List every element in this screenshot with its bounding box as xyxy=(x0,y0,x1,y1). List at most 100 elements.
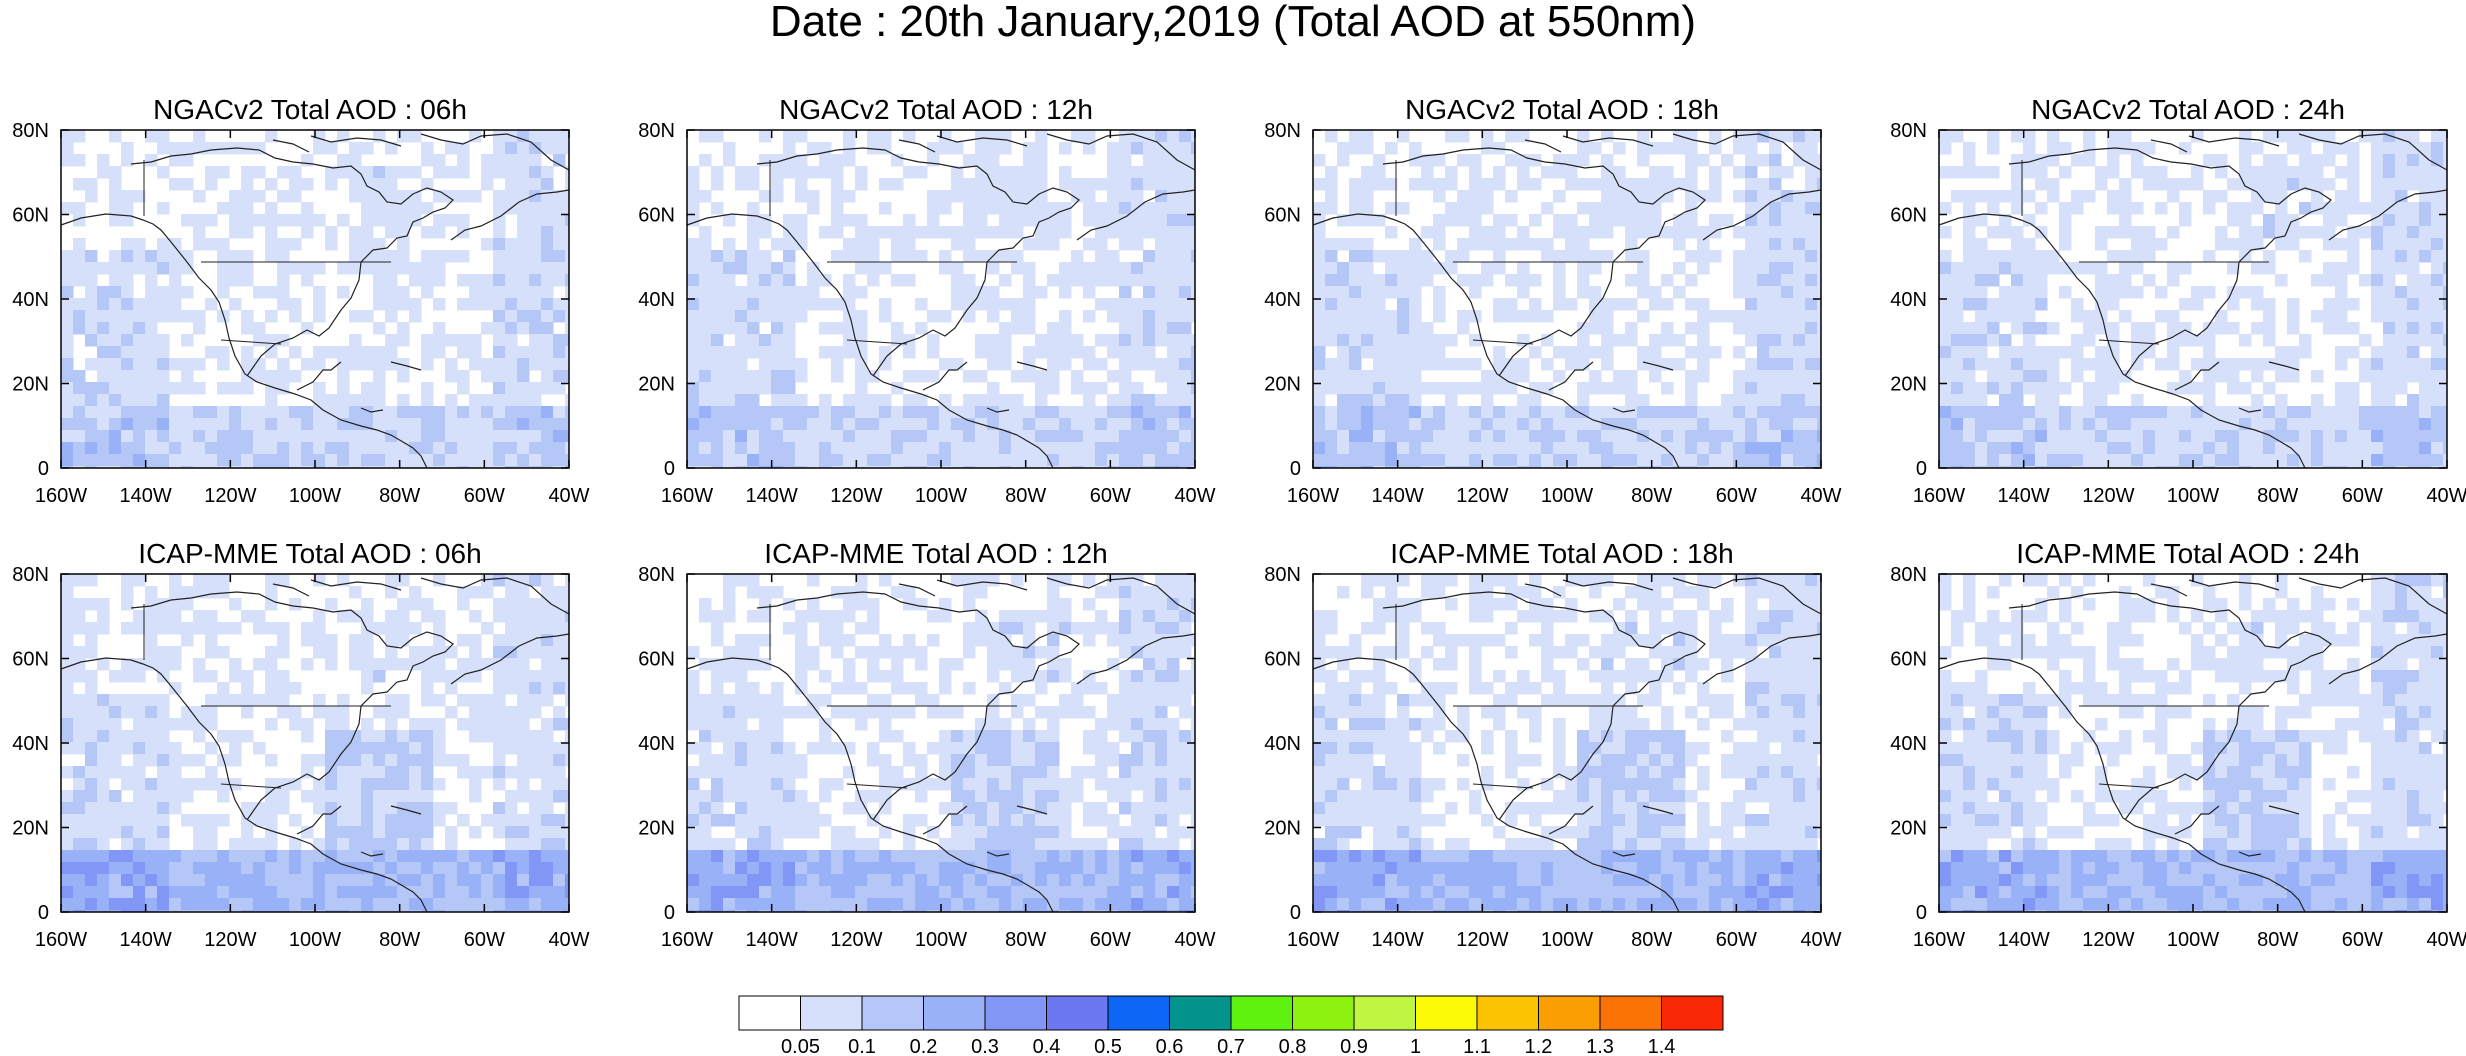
colorbar-swatch xyxy=(738,995,801,1031)
lon-label: 60W xyxy=(464,485,505,507)
lat-label: 0 xyxy=(664,458,675,480)
lat-label: 0 xyxy=(38,458,49,480)
aod-map: 80N 60N 40N 20N 0 160W 140W 120W 100W 80W 60W 40W xyxy=(1890,564,2466,951)
colorbar-label: 1.2 xyxy=(1525,1036,1553,1056)
lon-label: 100W xyxy=(2167,929,2219,951)
colorbar-label: 1 xyxy=(1410,1036,1421,1056)
colorbar-swatch xyxy=(861,995,924,1031)
colorbar-swatch xyxy=(1661,995,1724,1031)
lon-label: 160W xyxy=(661,929,713,951)
colorbar-label: 0.9 xyxy=(1340,1036,1368,1056)
colorbar-swatch xyxy=(1107,995,1170,1031)
lon-label: 100W xyxy=(1541,485,1593,507)
lat-label: 40N xyxy=(12,733,49,755)
lat-label: 0 xyxy=(38,902,49,924)
lon-label: 100W xyxy=(289,485,341,507)
colorbar-label: 1.3 xyxy=(1586,1036,1614,1056)
lat-label: 40N xyxy=(1264,289,1301,311)
colorbar-label: 0.2 xyxy=(910,1036,938,1056)
colorbar-swatch xyxy=(1599,995,1662,1031)
lon-label: 100W xyxy=(1541,929,1593,951)
panel-title: ICAP-MME Total AOD : 06h xyxy=(138,538,482,569)
coastline xyxy=(686,133,1196,469)
lat-label: 80N xyxy=(1890,564,1927,586)
colorbar-label: 1.4 xyxy=(1648,1036,1676,1056)
colorbar-label: 0.7 xyxy=(1217,1036,1245,1056)
map-panel: NGACv2 Total AOD : 12h 80N 60N 40N 20N 0 160W 1… xyxy=(626,94,1246,507)
colorbar-swatch xyxy=(1292,995,1355,1031)
map-panel: ICAP-MME Total AOD : 18h 80N 60N 40N 20N 0 160… xyxy=(1252,538,1872,951)
aod-field xyxy=(687,130,1195,468)
aod-field xyxy=(687,574,1195,912)
lon-label: 60W xyxy=(1716,485,1757,507)
lat-label: 20N xyxy=(638,818,675,840)
colorbar-swatch xyxy=(923,995,986,1031)
lon-label: 140W xyxy=(1998,929,2050,951)
lon-label: 60W xyxy=(1090,929,1131,951)
lon-label: 160W xyxy=(1913,929,1965,951)
lon-label: 60W xyxy=(1716,929,1757,951)
lon-label: 140W xyxy=(746,485,798,507)
colorbar-label: 0.6 xyxy=(1156,1036,1184,1056)
lon-label: 80W xyxy=(2257,485,2298,507)
aod-map: 80N 60N 40N 20N 0 160W 140W 120W 100W 80W 60W 40W xyxy=(1890,120,2466,507)
lon-label: 100W xyxy=(915,929,967,951)
aod-field xyxy=(1939,574,2447,912)
panel-title: NGACv2 Total AOD : 18h xyxy=(1405,94,1719,125)
lon-label: 60W xyxy=(464,929,505,951)
lon-label: 120W xyxy=(1456,485,1508,507)
lat-label: 20N xyxy=(638,374,675,396)
country-border xyxy=(1395,160,1643,345)
lat-label: 60N xyxy=(12,205,49,227)
lat-label: 40N xyxy=(638,289,675,311)
lon-label: 140W xyxy=(120,485,172,507)
lat-label: 60N xyxy=(1264,205,1301,227)
lat-label: 0 xyxy=(664,902,675,924)
lon-label: 40W xyxy=(2426,485,2466,507)
map-panel: ICAP-MME Total AOD : 24h 80N 60N 40N 20N 0 160… xyxy=(1878,538,2466,951)
lon-label: 160W xyxy=(35,929,87,951)
coastline xyxy=(1312,577,1822,913)
lon-label: 100W xyxy=(915,485,967,507)
coastline xyxy=(60,577,570,913)
country-border xyxy=(143,604,391,789)
coastline xyxy=(1938,133,2448,469)
country-border xyxy=(769,604,1017,789)
lon-label: 40W xyxy=(1174,485,1215,507)
colorbar-label: 0.3 xyxy=(971,1036,999,1056)
lon-label: 120W xyxy=(830,929,882,951)
map-panel: NGACv2 Total AOD : 24h 80N 60N 40N 20N 0 160W 1… xyxy=(1878,94,2466,507)
lon-label: 120W xyxy=(2082,485,2134,507)
aod-map: 80N 60N 40N 20N 0 160W 140W 120W 100W 80W 60W 40W xyxy=(638,564,1215,951)
country-border xyxy=(769,160,1017,345)
colorbar-swatch xyxy=(1538,995,1601,1031)
lon-label: 100W xyxy=(289,929,341,951)
lon-label: 80W xyxy=(1005,485,1046,507)
colorbar-swatch xyxy=(1046,995,1109,1031)
lon-label: 80W xyxy=(379,929,420,951)
lat-label: 80N xyxy=(1264,120,1301,142)
lon-label: 160W xyxy=(1287,485,1339,507)
lat-label: 0 xyxy=(1916,458,1927,480)
lat-label: 60N xyxy=(638,649,675,671)
lat-label: 80N xyxy=(638,120,675,142)
lat-label: 80N xyxy=(1264,564,1301,586)
lon-label: 160W xyxy=(661,485,713,507)
lon-label: 140W xyxy=(1372,929,1424,951)
aod-map: 80N 60N 40N 20N 0 160W 140W 120W 100W 80W 60W 40W xyxy=(1264,564,1841,951)
colorbar-label: 0.05 xyxy=(781,1036,820,1056)
lon-label: 120W xyxy=(2082,929,2134,951)
panel-title: NGACv2 Total AOD : 24h xyxy=(2031,94,2345,125)
lon-label: 40W xyxy=(2426,929,2466,951)
country-border xyxy=(1395,604,1643,789)
lon-label: 60W xyxy=(2342,485,2383,507)
lat-label: 80N xyxy=(12,564,49,586)
lon-label: 140W xyxy=(746,929,798,951)
lon-label: 100W xyxy=(2167,485,2219,507)
lat-label: 60N xyxy=(1890,205,1927,227)
lon-label: 140W xyxy=(1998,485,2050,507)
coastline xyxy=(686,577,1196,913)
lon-label: 160W xyxy=(1287,929,1339,951)
lon-label: 120W xyxy=(204,485,256,507)
lon-label: 40W xyxy=(548,929,589,951)
